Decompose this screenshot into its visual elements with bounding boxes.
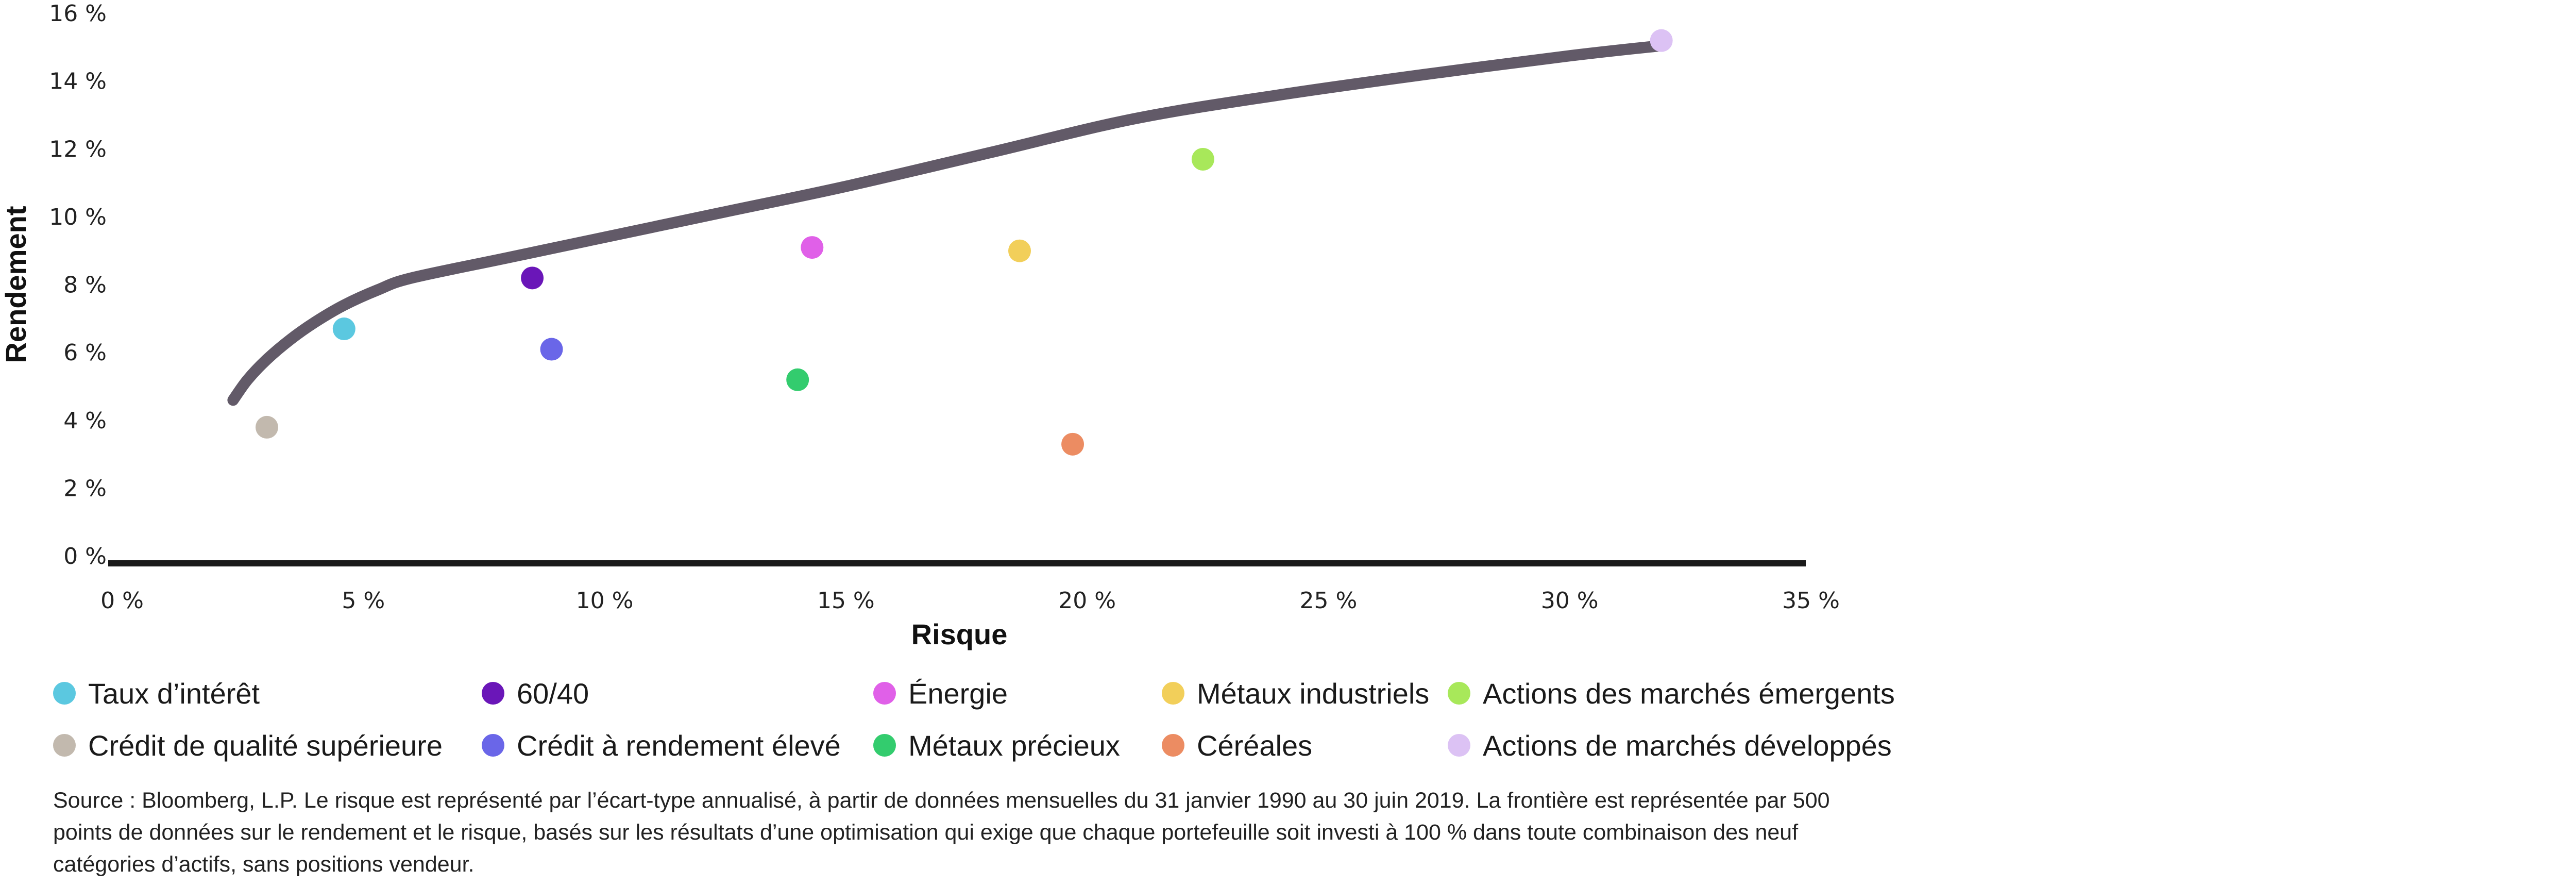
legend-label: Actions de marchés développés bbox=[1483, 729, 1892, 762]
scatter-point bbox=[801, 236, 824, 259]
legend-item: Actions des marchés émergents bbox=[1448, 677, 1895, 710]
legend-marker bbox=[482, 682, 504, 705]
y-tick-label: 10 % bbox=[49, 204, 107, 230]
legend-item: 60/40 bbox=[482, 677, 589, 710]
scatter-points bbox=[255, 29, 1673, 456]
legend-label: Taux d’intérêt bbox=[88, 677, 260, 710]
x-tick-label: 25 % bbox=[1300, 588, 1358, 614]
y-axis-tick-labels: 0 % 2 % 4 % 6 % 8 % 10 % 12 % 14 % 16 % bbox=[49, 1, 107, 570]
legend-item: Taux d’intérêt bbox=[53, 677, 260, 710]
legend-item: Actions de marchés développés bbox=[1448, 729, 1892, 762]
scatter-point bbox=[521, 266, 544, 290]
legend-label: Énergie bbox=[908, 677, 1008, 710]
x-tick-label: 5 % bbox=[342, 588, 385, 614]
legend-marker bbox=[1448, 682, 1470, 705]
scatter-point bbox=[332, 317, 355, 341]
y-tick-label: 12 % bbox=[49, 136, 107, 162]
x-tick-label: 35 % bbox=[1782, 588, 1840, 614]
legend-item: Crédit de qualité supérieure bbox=[53, 729, 443, 762]
y-tick-label: 2 % bbox=[63, 475, 107, 501]
legend-item: Métaux industriels bbox=[1162, 677, 1429, 710]
legend-marker bbox=[482, 734, 504, 757]
y-tick-label: 14 % bbox=[49, 69, 107, 95]
legend-label: Métaux industriels bbox=[1197, 677, 1429, 710]
legend-label: Céréales bbox=[1197, 729, 1312, 762]
legend-label: Crédit à rendement élevé bbox=[517, 729, 841, 762]
legend-item: Métaux précieux bbox=[873, 729, 1120, 762]
legend-marker bbox=[1448, 734, 1470, 757]
x-axis-tick-labels: 0 % 5 % 10 % 15 % 20 % 25 % 30 % 35 % bbox=[100, 588, 1840, 614]
y-tick-label: 0 % bbox=[63, 543, 107, 570]
y-axis-title: Rendement bbox=[0, 206, 32, 363]
legend-marker bbox=[53, 734, 76, 757]
legend-label: 60/40 bbox=[517, 677, 589, 710]
scatter-point bbox=[1191, 147, 1214, 171]
legend-marker bbox=[1162, 734, 1184, 757]
legend-marker bbox=[873, 682, 896, 705]
scatter-point bbox=[1061, 432, 1084, 456]
y-tick-label: 8 % bbox=[63, 272, 107, 298]
legend-item: Céréales bbox=[1162, 729, 1312, 762]
x-tick-label: 15 % bbox=[817, 588, 875, 614]
source-note: Source : Bloomberg, L.P. Le risque est r… bbox=[53, 788, 1830, 877]
x-tick-label: 30 % bbox=[1541, 588, 1599, 614]
y-tick-label: 6 % bbox=[63, 340, 107, 366]
x-tick-label: 0 % bbox=[100, 588, 144, 614]
legend-marker bbox=[53, 682, 76, 705]
scatter-point bbox=[255, 415, 278, 439]
scatter-point bbox=[786, 368, 809, 391]
x-tick-label: 20 % bbox=[1058, 588, 1116, 614]
scatter-point bbox=[540, 338, 563, 361]
x-axis-title: Risque bbox=[911, 618, 1008, 650]
efficient-frontier-line bbox=[227, 40, 1667, 406]
legend-label: Actions des marchés émergents bbox=[1483, 677, 1895, 710]
legend-item: Énergie bbox=[873, 677, 1008, 710]
x-tick-label: 10 % bbox=[576, 588, 634, 614]
legend-marker bbox=[1162, 682, 1184, 705]
legend-marker bbox=[873, 734, 896, 757]
legend-label: Crédit de qualité supérieure bbox=[88, 729, 443, 762]
scatter-point bbox=[1008, 239, 1031, 262]
chart-legend: Taux d’intérêt 60/40 Énergie Métaux industr… bbox=[53, 677, 1895, 762]
scatter-point bbox=[1650, 29, 1673, 52]
legend-label: Métaux précieux bbox=[908, 729, 1120, 762]
y-tick-label: 16 % bbox=[49, 1, 107, 27]
legend-item: Crédit à rendement élevé bbox=[482, 729, 841, 762]
y-tick-label: 4 % bbox=[63, 408, 107, 434]
